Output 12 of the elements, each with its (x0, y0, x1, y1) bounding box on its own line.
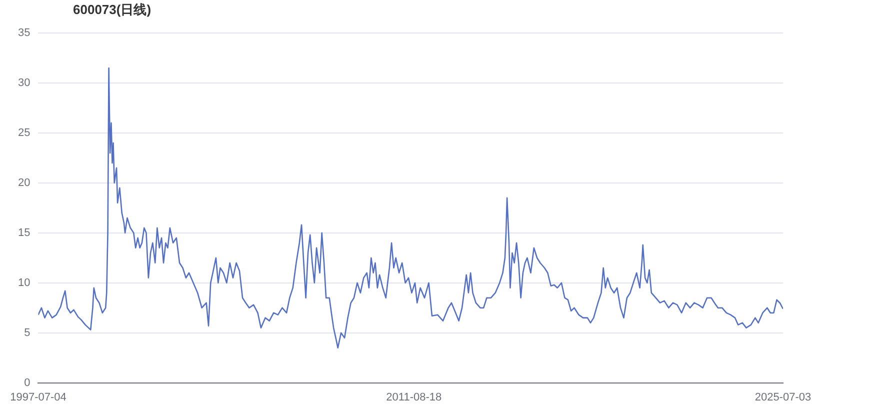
y-tick-label: 15 (18, 226, 30, 239)
y-tick-label: 0 (24, 376, 30, 389)
y-tick-label: 25 (18, 126, 30, 139)
x-tick-label: 2025-07-03 (754, 391, 812, 404)
y-tick-label: 30 (18, 77, 30, 90)
y-tick-label: 20 (18, 176, 30, 189)
x-tick-label: 1997-07-04 (10, 391, 66, 404)
y-tick-label: 5 (24, 326, 30, 339)
x-tick-label: 2011-08-18 (386, 391, 442, 404)
y-tick-label: 10 (18, 276, 30, 289)
chart-title: 600073(日线) (73, 1, 152, 19)
y-tick-label: 35 (18, 27, 30, 40)
